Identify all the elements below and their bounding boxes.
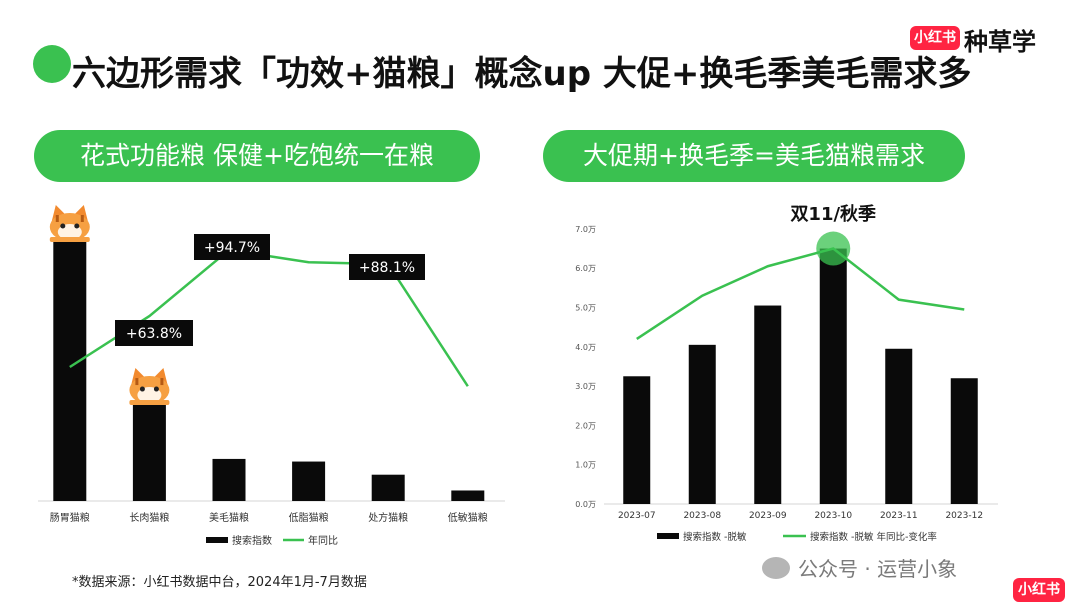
left-legend-line-label: 年同比 — [308, 534, 338, 547]
left-x-tick: 长肉猫粮 — [129, 511, 169, 524]
right-annotation: 双11/秋季 — [790, 203, 876, 225]
right-y-tick: 2.0万 — [575, 421, 596, 430]
right-y-tick: 5.0万 — [575, 304, 596, 313]
right-x-tick: 2023-11 — [880, 511, 918, 521]
left-x-tick: 美毛猫粮 — [209, 511, 249, 524]
cat-icon — [129, 368, 170, 406]
left-annotation-box — [349, 254, 425, 280]
corner-brand-badge: 小红书 — [1013, 578, 1065, 602]
cat-icon — [49, 205, 90, 242]
right-legend-bar-label: 搜索指数 -脱敏 — [683, 531, 747, 543]
right-y-tick: 1.0万 — [575, 461, 596, 470]
right-y-tick: 6.0万 — [575, 264, 596, 273]
right-x-tick: 2023-09 — [749, 511, 787, 521]
right-x-tick: 2023-10 — [814, 511, 852, 521]
left-x-tick: 肠胃猫粮 — [50, 511, 90, 524]
left-bar-2 — [212, 458, 246, 501]
right-x-tick: 2023-12 — [945, 511, 983, 521]
left-bar-1 — [132, 401, 166, 501]
left-legend-bar-label: 搜索指数 — [232, 534, 272, 547]
left-bar-3 — [292, 461, 326, 501]
right-bar-1 — [688, 344, 716, 504]
right-chart-heading: 大促期+换毛季=美毛猫粮需求 — [543, 130, 965, 182]
right-bar-5 — [950, 378, 978, 504]
left-legend-bar-swatch — [206, 537, 228, 543]
right-bar-0 — [623, 376, 651, 504]
right-y-tick: 3.0万 — [575, 382, 596, 391]
right-x-tick: 2023-08 — [683, 511, 721, 521]
left-bar-4 — [371, 474, 405, 501]
right-bar-2 — [754, 305, 782, 504]
watermark: 公众号 · 运营小象 — [798, 557, 958, 581]
right-y-tick: 7.0万 — [575, 225, 596, 234]
right-series-line — [636, 247, 965, 340]
left-x-tick: 低敏猫粮 — [448, 511, 488, 524]
right-x-tick: 2023-07 — [618, 511, 656, 521]
right-y-tick: 0.0万 — [575, 500, 596, 509]
title-bullet — [33, 45, 71, 83]
right-legend-line-label: 搜索指数 -脱敏 年同比-变化率 — [810, 531, 937, 543]
data-source-note: *数据来源：小红书数据中台，2024年1月-7月数据 — [72, 575, 367, 590]
brand-name: 种草学 — [964, 28, 1036, 56]
left-annotation: +63.8% — [126, 326, 182, 342]
left-bar-0 — [53, 238, 87, 501]
left-annotation: +94.7% — [204, 240, 260, 256]
page-title: 六边形需求「功效+猫粮」概念up 大促+换毛季美毛需求多 — [72, 54, 972, 94]
left-bar-5 — [451, 490, 485, 501]
left-annotation: +88.1% — [359, 260, 415, 276]
right-bar-3 — [819, 248, 847, 504]
right-y-tick: 4.0万 — [575, 343, 596, 352]
left-annotation-box — [194, 234, 270, 260]
left-x-tick: 低脂猫粮 — [289, 511, 329, 524]
right-legend-bar-swatch — [657, 533, 679, 539]
wechat-icon — [762, 557, 790, 579]
peak-highlight — [816, 231, 851, 266]
left-chart-heading: 花式功能粮 保健+吃饱统一在粮 — [34, 130, 480, 182]
brand-badge: 小红书 — [910, 26, 960, 50]
left-annotation-box — [115, 320, 193, 346]
right-bar-4 — [885, 348, 913, 504]
left-x-tick: 处方猫粮 — [368, 511, 408, 524]
